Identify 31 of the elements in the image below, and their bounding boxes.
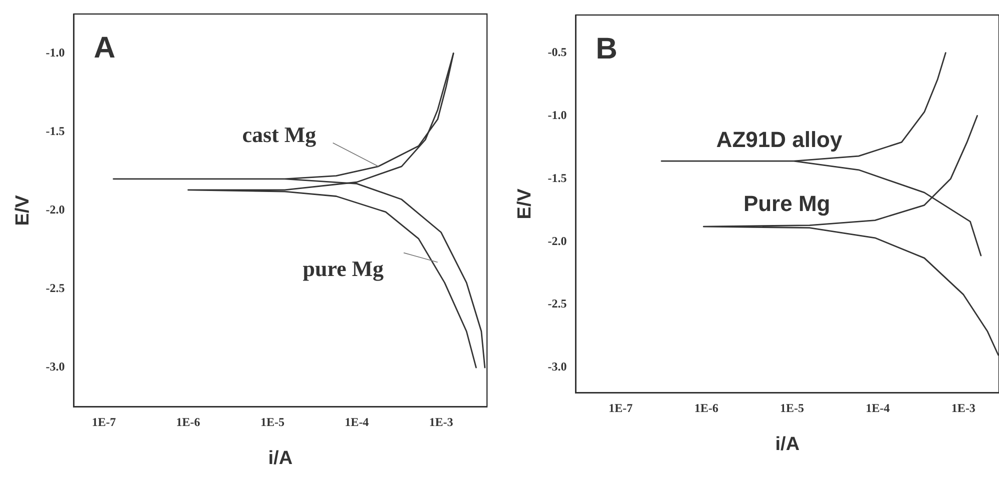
y-tick-label: -2.5 (46, 281, 65, 296)
y-tick-label: -2.0 (548, 234, 567, 248)
x-tick-label: 1E-7 (608, 401, 633, 416)
y-tick-label: -1.5 (46, 124, 65, 138)
x-tick-label: 1E-4 (344, 415, 369, 430)
x-tick-label: 1E-7 (92, 415, 116, 430)
x-axis-title: i/A (775, 434, 800, 455)
x-axis-title: i/A (268, 448, 293, 469)
x-tick-label: 1E-3 (951, 401, 976, 416)
annotation: B (596, 32, 618, 66)
y-tick-label: -1.0 (548, 108, 567, 122)
y-tick-label: -3.0 (46, 360, 65, 374)
y-axis-title: E/V (12, 194, 34, 226)
y-tick-label: -0.5 (548, 44, 567, 59)
x-tick-label: 1E-6 (176, 415, 200, 430)
y-tick-label: -3.0 (548, 360, 567, 374)
x-tick-label: 1E-4 (866, 401, 890, 416)
y-tick-label: -1.0 (46, 45, 65, 60)
x-tick-label: 1E-5 (260, 415, 284, 430)
x-tick-label: 1E-3 (429, 415, 454, 430)
x-tick-label: 1E-6 (694, 401, 718, 416)
series-label: pure Mg (302, 256, 384, 281)
series-label: Pure Mg (743, 191, 830, 216)
series-label: cast Mg (242, 122, 316, 148)
x-tick-label: 1E-5 (780, 401, 804, 416)
y-axis-title: E/V (514, 188, 536, 220)
y-tick-label: -2.5 (548, 296, 567, 311)
series-label: AZ91D alloy (716, 126, 843, 152)
annotation: A (94, 31, 116, 64)
y-tick-label: -1.5 (548, 170, 567, 185)
y-tick-label: -2.0 (46, 202, 65, 216)
